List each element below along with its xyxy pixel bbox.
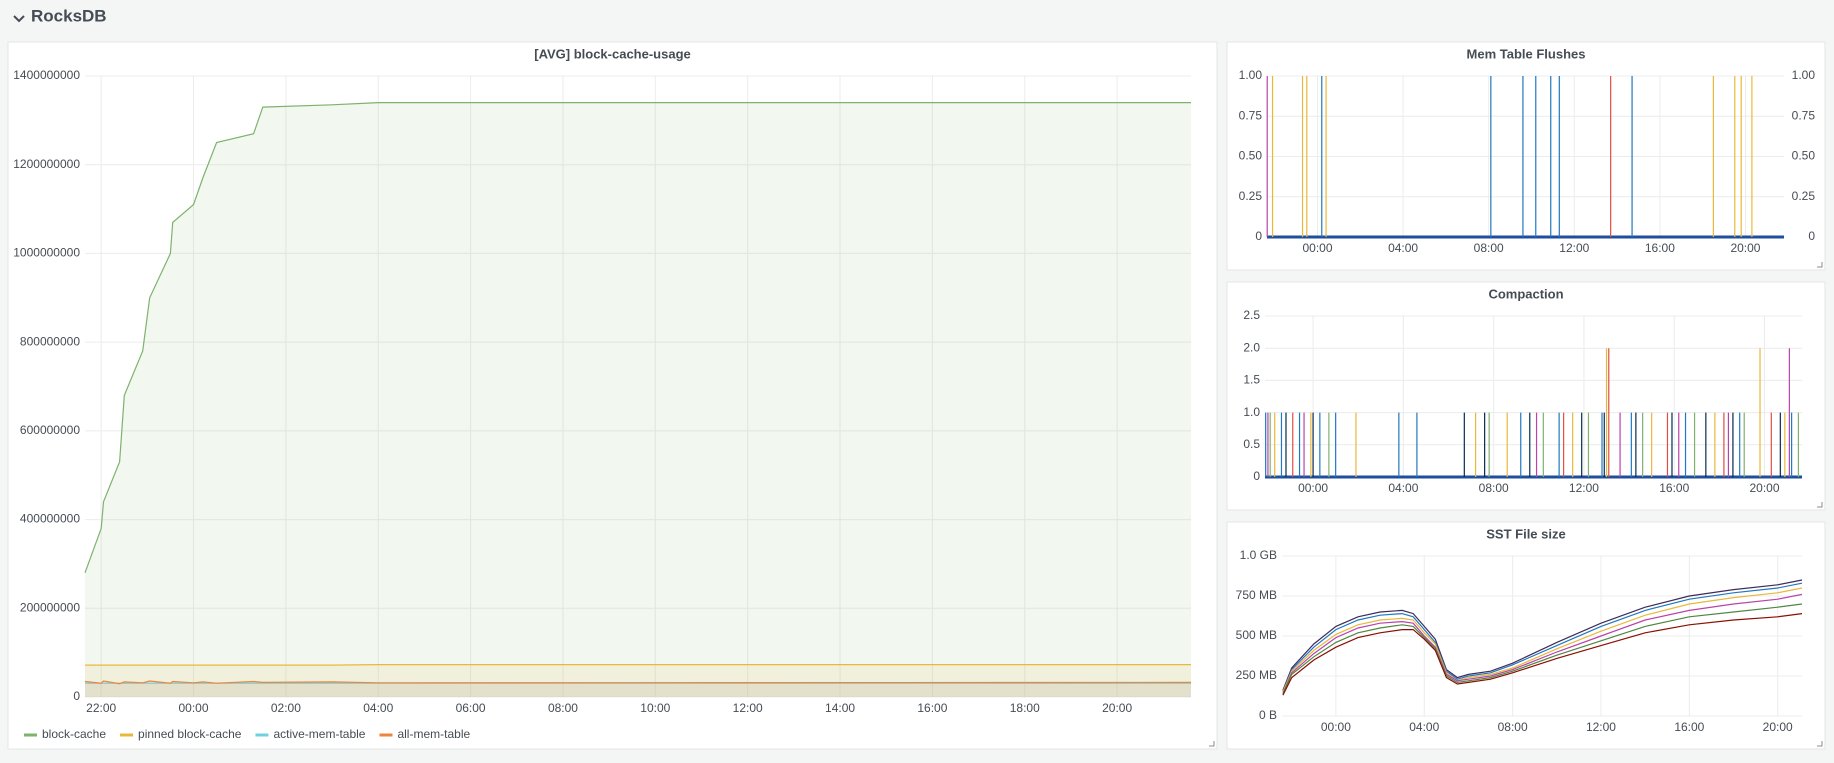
y-tick-label: 0 bbox=[1255, 229, 1262, 243]
y-tick-label: 0.25 bbox=[1239, 189, 1263, 203]
series-line bbox=[1282, 582, 1803, 693]
series-line bbox=[84, 680, 1192, 685]
x-tick-label: 12:00 bbox=[1569, 481, 1599, 495]
x-tick-label: 04:00 bbox=[1388, 481, 1418, 495]
y-tick-label: 0.75 bbox=[1239, 108, 1263, 122]
x-tick-label: 00:00 bbox=[1298, 481, 1328, 495]
x-tick-label: 12:00 bbox=[1559, 241, 1589, 255]
y-tick-label: 800000000 bbox=[20, 334, 80, 348]
x-tick-label: 02:00 bbox=[271, 701, 301, 715]
legend-item[interactable]: block-cache bbox=[24, 727, 106, 741]
series-line bbox=[85, 664, 1191, 666]
x-tick-label: 20:00 bbox=[1730, 241, 1760, 255]
y-tick-label: 500 MB bbox=[1236, 628, 1277, 642]
x-tick-label: 12:00 bbox=[733, 701, 763, 715]
x-tick-label: 10:00 bbox=[640, 701, 670, 715]
panel-title: SST File size bbox=[1486, 526, 1565, 541]
x-tick-label: 14:00 bbox=[825, 701, 855, 715]
y-tick-label: 600000000 bbox=[20, 423, 80, 437]
y-tick-label: 2.0 bbox=[1243, 340, 1260, 354]
y-tick-label: 0 B bbox=[1259, 708, 1277, 722]
series-line bbox=[1282, 579, 1803, 691]
x-tick-label: 08:00 bbox=[1474, 241, 1504, 255]
panel bbox=[1226, 281, 1826, 511]
x-tick-label: 20:00 bbox=[1750, 481, 1780, 495]
x-tick-label: 00:00 bbox=[1302, 241, 1332, 255]
y-tick-label: 0.50 bbox=[1239, 149, 1263, 163]
resize-handle bbox=[1817, 502, 1823, 508]
resize-handle bbox=[1817, 741, 1823, 747]
y-tick-label: 0 bbox=[73, 689, 80, 703]
series-line bbox=[1282, 593, 1803, 694]
area-fill bbox=[85, 683, 1191, 697]
y-tick-label: 0.5 bbox=[1243, 437, 1260, 451]
x-tick-label: 22:00 bbox=[86, 701, 116, 715]
series-line bbox=[1282, 587, 1803, 693]
legend-item[interactable]: active-mem-table bbox=[255, 727, 366, 741]
x-tick-label: 12:00 bbox=[1586, 720, 1616, 734]
x-tick-label: 20:00 bbox=[1763, 720, 1793, 734]
panel-title: Mem Table Flushes bbox=[1467, 46, 1586, 61]
y2-tick-label: 0.25 bbox=[1792, 189, 1816, 203]
y2-tick-label: 1.00 bbox=[1792, 68, 1816, 82]
panel-title: [AVG] block-cache-usage bbox=[534, 46, 691, 61]
x-tick-label: 16:00 bbox=[917, 701, 947, 715]
x-tick-label: 08:00 bbox=[1498, 720, 1528, 734]
y-tick-label: 750 MB bbox=[1236, 588, 1277, 602]
x-tick-label: 18:00 bbox=[1010, 701, 1040, 715]
x-tick-label: 20:00 bbox=[1102, 701, 1132, 715]
x-tick-label: 06:00 bbox=[456, 701, 486, 715]
resize-handle bbox=[1817, 262, 1823, 268]
y2-tick-label: 0.75 bbox=[1792, 108, 1816, 122]
y2-tick-label: 0.50 bbox=[1792, 149, 1816, 163]
legend-label: active-mem-table bbox=[273, 727, 365, 741]
series-line bbox=[84, 102, 1191, 574]
x-tick-label: 04:00 bbox=[1388, 241, 1418, 255]
y-tick-label: 1.5 bbox=[1243, 373, 1260, 387]
legend-label: block-cache bbox=[42, 727, 106, 741]
area-fill bbox=[85, 102, 1191, 698]
y-tick-label: 400000000 bbox=[20, 512, 80, 526]
y-tick-label: 1000000000 bbox=[13, 246, 80, 260]
x-tick-label: 16:00 bbox=[1659, 481, 1689, 495]
y-tick-label: 200000000 bbox=[20, 600, 80, 614]
area-fill bbox=[85, 664, 1191, 697]
y-tick-label: 0 bbox=[1253, 469, 1260, 483]
legend-item[interactable]: pinned block-cache bbox=[120, 727, 242, 741]
series-line bbox=[1282, 603, 1803, 694]
area-fill bbox=[85, 681, 1191, 697]
x-tick-label: 04:00 bbox=[363, 701, 393, 715]
x-tick-label: 16:00 bbox=[1645, 241, 1675, 255]
x-tick-label: 08:00 bbox=[548, 701, 578, 715]
x-tick-label: 00:00 bbox=[179, 701, 209, 715]
resize-handle bbox=[1209, 741, 1215, 747]
legend-label: all-mem-table bbox=[397, 727, 470, 741]
x-tick-label: 04:00 bbox=[1409, 720, 1439, 734]
y-tick-label: 1.0 GB bbox=[1240, 548, 1277, 562]
row-title[interactable]: RocksDB bbox=[31, 6, 107, 25]
y-tick-label: 1400000000 bbox=[13, 68, 80, 82]
panel-title: Compaction bbox=[1488, 286, 1563, 301]
legend-label: pinned block-cache bbox=[138, 727, 242, 741]
y-tick-label: 1.0 bbox=[1243, 405, 1260, 419]
y2-tick-label: 0 bbox=[1808, 229, 1815, 243]
y-tick-label: 2.5 bbox=[1243, 308, 1260, 322]
y-tick-label: 1.00 bbox=[1239, 68, 1263, 82]
x-tick-label: 16:00 bbox=[1674, 720, 1704, 734]
y-tick-label: 1200000000 bbox=[13, 157, 80, 171]
legend-item[interactable]: all-mem-table bbox=[379, 727, 470, 741]
x-tick-label: 08:00 bbox=[1479, 481, 1509, 495]
collapse-chevron[interactable] bbox=[13, 15, 25, 23]
series-line bbox=[1282, 613, 1803, 696]
x-tick-label: 00:00 bbox=[1321, 720, 1351, 734]
y-tick-label: 250 MB bbox=[1236, 668, 1277, 682]
